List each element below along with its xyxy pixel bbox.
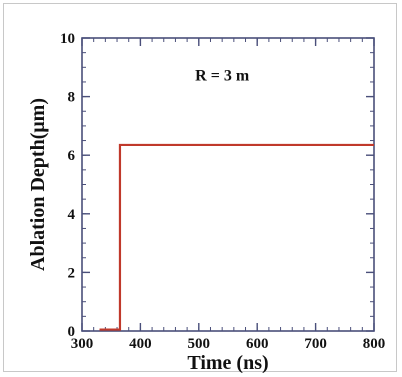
figure-frame: 300 400 500 600 700 800 0 2 4 6 8 10 Time (ns) Abl… bbox=[3, 3, 397, 373]
y-tick-label: 6 bbox=[68, 148, 76, 164]
plot-background bbox=[81, 37, 375, 332]
x-tick-label: 500 bbox=[188, 336, 211, 352]
y-tick-label: 10 bbox=[60, 31, 75, 47]
x-major-ticks bbox=[81, 38, 375, 331]
y-tick-labels: 0 2 4 6 8 10 bbox=[60, 31, 76, 340]
annotation-label: R = 3 m bbox=[195, 67, 250, 84]
x-tick-label: 600 bbox=[246, 336, 269, 352]
y-tick-label: 2 bbox=[68, 265, 76, 281]
y-tick-label: 8 bbox=[68, 90, 76, 106]
line-chart: 300 400 500 600 700 800 0 2 4 6 8 10 Time (ns) Abl… bbox=[27, 31, 386, 373]
y-tick-label: 4 bbox=[68, 207, 76, 223]
y-tick-label: 0 bbox=[68, 324, 76, 340]
x-axis-title: Time (ns) bbox=[187, 352, 268, 373]
series-line bbox=[99, 143, 374, 331]
series-layer bbox=[99, 143, 374, 331]
y-major-ticks bbox=[82, 37, 374, 332]
x-tick-label: 300 bbox=[71, 336, 94, 352]
y-minor-ticks bbox=[82, 37, 374, 332]
x-tick-labels: 300 400 500 600 700 800 bbox=[71, 336, 386, 352]
y-axis-title: Ablation Depth(μm) bbox=[27, 98, 49, 271]
x-tick-label: 700 bbox=[304, 336, 327, 352]
x-tick-label: 800 bbox=[363, 336, 386, 352]
x-tick-label: 400 bbox=[129, 336, 152, 352]
plot-area bbox=[81, 37, 375, 332]
